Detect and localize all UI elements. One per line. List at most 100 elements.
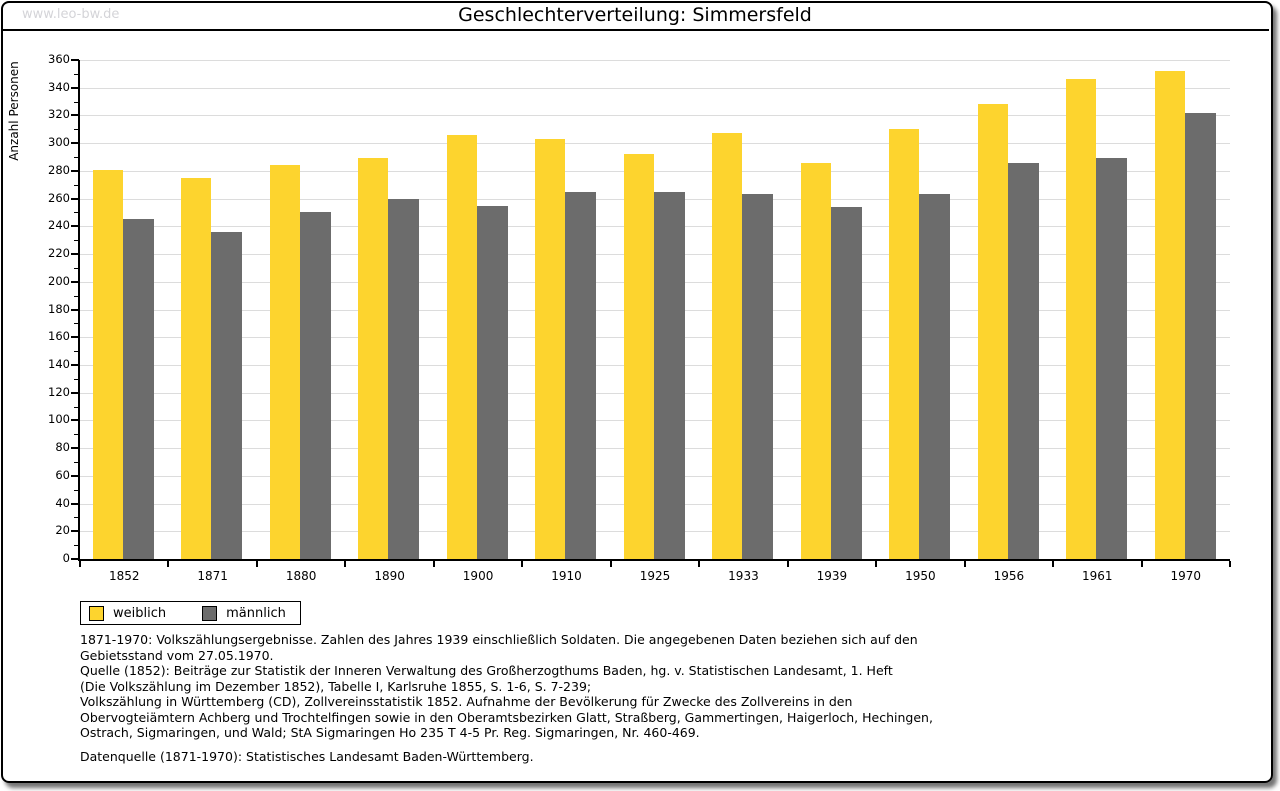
y-minor-tick-130 <box>74 378 78 380</box>
bar-maennlich-1950 <box>919 194 951 559</box>
x-tick-12 <box>1140 561 1143 567</box>
y-minor-tick-310 <box>74 129 78 131</box>
gridline-320 <box>80 115 1230 117</box>
x-tick-13 <box>1229 561 1231 567</box>
y-tick-label-180: 180 <box>48 301 70 316</box>
bar-maennlich-1939 <box>830 206 862 559</box>
y-minor-tick-50 <box>74 489 78 491</box>
y-tick-label-0: 0 <box>62 551 70 565</box>
y-tick-140 <box>71 363 79 366</box>
bar-maennlich-1890 <box>388 198 420 559</box>
bar-weiblich-1939 <box>800 162 831 559</box>
y-minor-tick-290 <box>74 157 78 159</box>
gridline-360 <box>80 60 1230 61</box>
bar-weiblich-1956 <box>977 104 1008 559</box>
y-minor-tick-250 <box>74 212 78 214</box>
y-axis-title: Anzahl Personen <box>7 61 21 161</box>
y-tick-240 <box>71 225 79 228</box>
y-tick-label-100: 100 <box>48 412 70 427</box>
y-tick-20 <box>71 530 79 533</box>
gridline-280 <box>80 170 1230 172</box>
bar-maennlich-1880 <box>299 212 331 559</box>
footer-line: Ostrach, Sigmaringen, und Wald; StA Sigm… <box>80 725 700 740</box>
y-tick-100 <box>71 419 79 422</box>
leo-bw-watermark: www.leo-bw.de <box>22 7 120 22</box>
x-tick-7 <box>698 561 701 567</box>
y-minor-tick-90 <box>74 434 78 436</box>
bar-weiblich-1900 <box>446 134 477 559</box>
bar-weiblich-1970 <box>1154 71 1185 559</box>
x-label-1890: 1890 <box>374 569 405 583</box>
bar-weiblich-1890 <box>358 158 389 559</box>
bar-maennlich-1910 <box>565 191 597 559</box>
legend-swatch-weiblich <box>89 605 104 621</box>
y-tick-80 <box>71 447 79 450</box>
y-tick-0 <box>71 558 79 560</box>
y-minor-tick-10 <box>74 545 78 547</box>
x-tick-9 <box>875 561 878 567</box>
footer-line: 1871-1970: Volkszählungsergebnisse. Zahl… <box>80 632 918 647</box>
y-tick-label-200: 200 <box>48 273 70 288</box>
x-label-1852: 1852 <box>108 569 140 583</box>
x-label-1910: 1910 <box>551 569 582 583</box>
x-label-1880: 1880 <box>285 569 317 583</box>
y-tick-label-280: 280 <box>48 162 70 177</box>
x-tick-11 <box>1052 561 1055 567</box>
y-minor-tick-230 <box>74 240 78 242</box>
bar-weiblich-1871 <box>181 177 212 559</box>
y-tick-label-360: 360 <box>48 52 70 66</box>
x-tick-1 <box>167 561 170 567</box>
title-separator-line <box>3 29 1269 31</box>
bar-weiblich-1880 <box>269 165 300 559</box>
bar-maennlich-1900 <box>476 205 508 559</box>
x-label-1961: 1961 <box>1082 569 1113 583</box>
footer-line: Quelle (1852): Beiträge zur Statistik de… <box>80 663 893 678</box>
bar-weiblich-1950 <box>889 129 920 559</box>
y-axis-line <box>78 60 80 561</box>
x-tick-10 <box>963 561 966 567</box>
y-tick-200 <box>71 280 79 283</box>
y-tick-340 <box>71 86 79 89</box>
y-tick-260 <box>71 197 79 200</box>
y-tick-label-60: 60 <box>55 467 70 482</box>
x-tick-3 <box>344 561 347 567</box>
bar-weiblich-1925 <box>623 154 654 559</box>
footer-line: Gebietsstand vom 27.05.1970. <box>80 647 274 663</box>
y-tick-label-340: 340 <box>48 79 70 94</box>
y-tick-320 <box>71 114 79 117</box>
y-tick-label-140: 140 <box>48 356 70 371</box>
y-tick-120 <box>71 391 79 394</box>
bar-maennlich-1970 <box>1184 112 1216 559</box>
bar-maennlich-1961 <box>1096 158 1128 559</box>
y-tick-label-300: 300 <box>48 135 70 150</box>
y-tick-40 <box>71 502 79 505</box>
y-tick-label-40: 40 <box>55 495 70 510</box>
y-tick-label-120: 120 <box>48 384 70 399</box>
chart-plot-area: 0 20 40 60 80 100 120 140 160 180 200 220 240 260 280 3… <box>48 52 1231 583</box>
y-tick-300 <box>71 142 79 145</box>
x-label-1933: 1933 <box>728 569 759 583</box>
footer-line: Volkszählung in Württemberg (CD), Zollve… <box>80 694 853 709</box>
x-tick-6 <box>609 561 612 567</box>
legend-label-weiblich: weiblich <box>113 605 167 621</box>
footer-notes: 1871-1970: Volkszählungsergebnisse. Zahl… <box>80 632 1200 764</box>
legend-swatch-maennlich <box>202 605 218 621</box>
bar-weiblich-1910 <box>535 139 566 559</box>
y-minor-tick-30 <box>74 517 78 519</box>
y-minor-tick-330 <box>74 101 78 103</box>
y-tick-220 <box>71 253 79 256</box>
y-minor-tick-190 <box>74 295 78 297</box>
legend: weiblich männlich <box>80 601 301 625</box>
bar-maennlich-1852 <box>123 219 154 559</box>
x-label-1956: 1956 <box>993 569 1025 583</box>
x-label-1900: 1900 <box>462 569 494 583</box>
bar-maennlich-1871 <box>211 231 243 559</box>
y-tick-label-80: 80 <box>55 440 70 455</box>
bar-weiblich-1961 <box>1066 79 1097 559</box>
y-minor-tick-270 <box>74 184 78 186</box>
gridline-340 <box>80 87 1230 89</box>
y-tick-160 <box>71 336 79 339</box>
legend-label-maennlich: männlich <box>226 605 286 621</box>
footer-line: (Die Volkszählung im Dezember 1852), Tab… <box>80 678 592 694</box>
y-tick-180 <box>71 308 79 311</box>
